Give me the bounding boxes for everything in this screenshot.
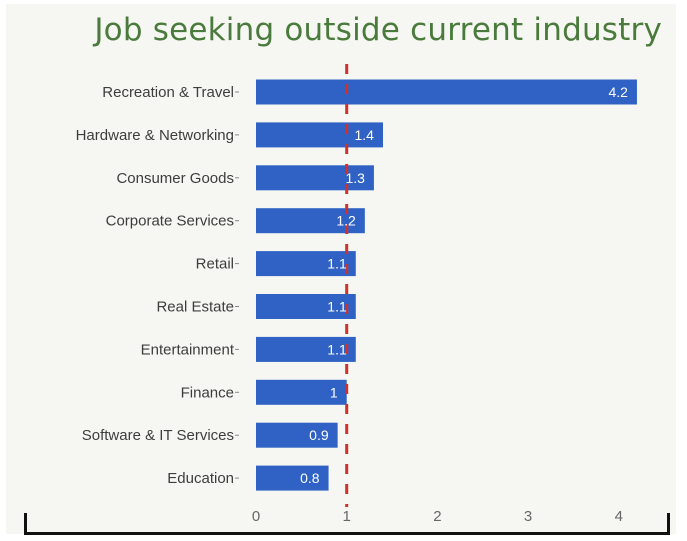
value-label: 0.8 [300,470,320,486]
bar-2 [256,165,374,191]
x-tick-label: 1 [343,508,351,525]
x-tick-label: 2 [433,508,441,525]
x-tick-label: 3 [524,508,532,525]
category-label: Hardware & Networking [76,127,234,144]
bar-5 [256,294,356,319]
bar-1 [256,122,383,148]
x-tick-label: 4 [615,508,623,525]
category-label: Recreation & Travel [102,84,234,101]
value-label: 4.2 [608,84,628,100]
frame-bottom-border [24,532,670,535]
bar-6 [256,336,356,362]
value-label: 1.1 [327,256,347,272]
value-label: 1.4 [355,127,375,143]
bar-8 [256,422,338,448]
value-label: 1 [330,384,338,400]
category-label: Real Estate [156,299,234,316]
chart-panel: Job seeking outside current industry Rec… [6,4,676,534]
chart-title: Job seeking outside current industry [94,12,662,48]
value-label: 1.1 [327,299,347,315]
bar-0 [256,79,637,105]
x-tick-label: 0 [252,508,260,525]
category-label: Retail [196,256,234,273]
category-label: Education [167,470,234,487]
bar-4 [256,251,356,277]
bar-7 [256,379,347,405]
bar-9 [256,465,329,491]
value-label: 0.9 [309,427,329,443]
category-label: Corporate Services [106,213,234,230]
category-label: Consumer Goods [116,170,234,187]
frame-left-tick [24,513,27,535]
value-label: 1.1 [327,341,347,357]
category-label: Finance [181,384,234,401]
frame-right-tick [667,513,670,535]
bar-chart: Recreation & Travel 4.2 Hardware & Network… [76,64,637,525]
category-label: Software & IT Services [82,427,234,444]
category-label: Entertainment [141,341,235,358]
value-label: 1.2 [336,213,356,229]
value-label: 1.3 [345,170,365,186]
